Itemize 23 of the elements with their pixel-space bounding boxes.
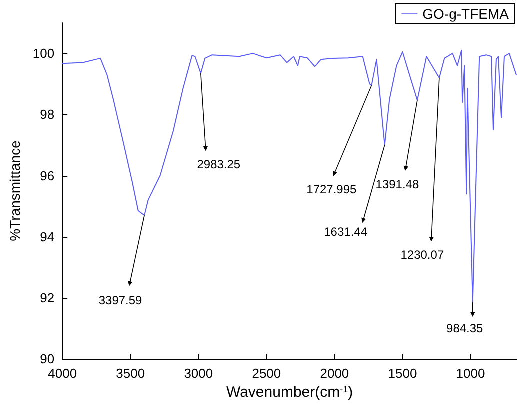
y-tick-label: 96 bbox=[40, 168, 55, 184]
x-tick-label: 1000 bbox=[456, 366, 486, 382]
x-tick-label: 2000 bbox=[320, 366, 350, 382]
y-tick-label: 100 bbox=[32, 46, 55, 62]
legend-label: GO-g-TFEMA bbox=[422, 6, 510, 22]
y-tick-label: 98 bbox=[40, 107, 55, 122]
annotation: 1230.07 bbox=[400, 248, 444, 262]
annotation: 2983.25 bbox=[197, 157, 241, 172]
line-series bbox=[62, 50, 517, 303]
annotation: 3397.59 bbox=[98, 293, 143, 308]
x-tick-label: 1500 bbox=[388, 366, 418, 382]
annotation: 1631.44 bbox=[324, 225, 368, 240]
y-tick-label: 90 bbox=[40, 352, 55, 367]
y-tick-label: 94 bbox=[40, 229, 55, 244]
annotation: 1391.48 bbox=[376, 177, 420, 192]
annotation: 1727.995 bbox=[306, 182, 358, 197]
x-tick-label: 3000 bbox=[184, 366, 214, 382]
y-axis-title: %Transmittance bbox=[7, 140, 23, 242]
x-tick-label: 2500 bbox=[252, 366, 282, 382]
x-tick-label: 4000 bbox=[48, 366, 78, 382]
y-tick-label: 92 bbox=[40, 290, 55, 306]
x-tick-label: 3500 bbox=[116, 366, 146, 382]
annotation: 984.35 bbox=[446, 321, 484, 336]
